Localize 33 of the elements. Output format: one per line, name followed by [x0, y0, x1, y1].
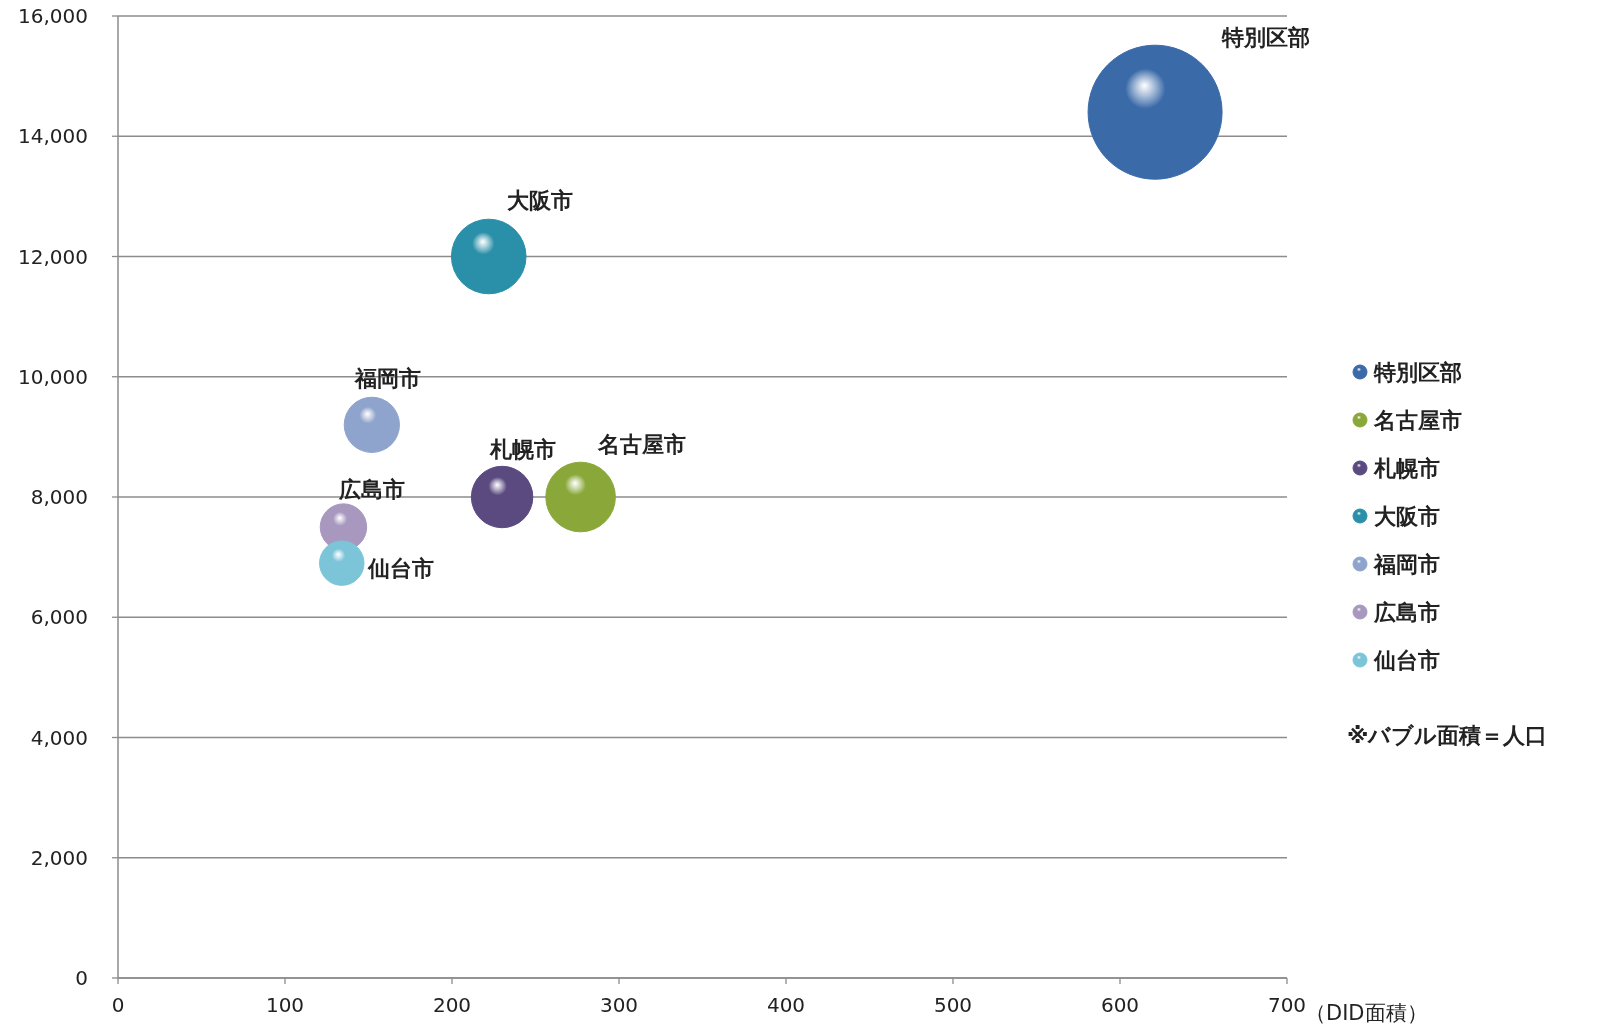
y-tick-label: 8,000: [30, 485, 88, 509]
text: 特別区部: [1222, 25, 1311, 51]
text: 広島市: [338, 476, 405, 502]
x-tick-label: 700: [1267, 993, 1307, 1017]
text: 大阪市: [507, 188, 574, 213]
y-tick-label: 6,000: [30, 605, 88, 630]
y-tick-label: 2,000: [30, 845, 88, 870]
legend-label: 広島市: [1373, 600, 1440, 625]
text: 仙台市: [368, 556, 435, 582]
y-tick-label: 10,000: [18, 364, 88, 389]
y-tick-label: 4,000: [30, 725, 88, 750]
legend-label: 大阪市: [1374, 504, 1440, 529]
x-tick-label: 200: [432, 993, 472, 1017]
x-axis-title: （DID面積）: [1305, 1001, 1428, 1025]
x-tick-label: 500: [933, 993, 973, 1017]
text: 札幌市: [489, 437, 556, 463]
x-tick-label: 600: [1100, 993, 1140, 1017]
legend-label: 特別区部: [1373, 360, 1462, 385]
y-tick-label: 14,000: [18, 124, 88, 149]
text: ※バブル面積＝人口: [1347, 723, 1548, 748]
y-tick-label: 0: [75, 966, 88, 990]
x-tick-label: 400: [766, 993, 806, 1017]
x-tick-label: 300: [599, 993, 639, 1017]
x-tick-label: 0: [111, 993, 125, 1017]
text: 福岡市: [355, 366, 422, 392]
x-tick-label: 100: [265, 993, 305, 1017]
legend-label: 札幌市: [1373, 456, 1440, 481]
legend-label: 仙台市: [1373, 648, 1440, 673]
text: 名古屋市: [598, 431, 686, 457]
legend-label: 名古屋市: [1373, 408, 1462, 433]
y-tick-label: 16,000: [18, 4, 88, 28]
y-tick-label: 12,000: [18, 244, 88, 269]
legend-label: 福岡市: [1373, 552, 1440, 577]
